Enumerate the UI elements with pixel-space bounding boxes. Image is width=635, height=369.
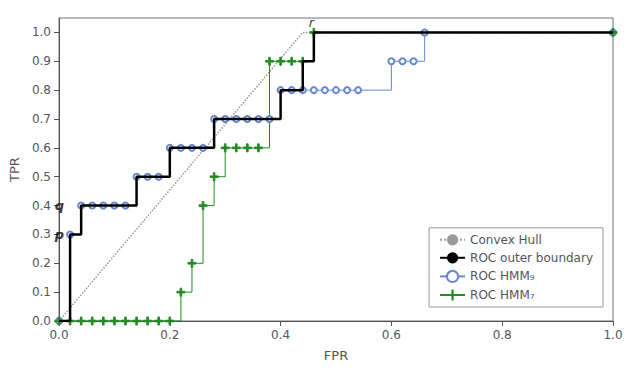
svg-text:0.9: 0.9	[32, 54, 51, 68]
svg-text:1.0: 1.0	[603, 328, 622, 342]
svg-text:0.4: 0.4	[271, 328, 290, 342]
svg-text:0.7: 0.7	[32, 112, 51, 126]
svg-text:r: r	[309, 15, 316, 30]
svg-text:ROC HMM₉: ROC HMM₉	[470, 269, 535, 283]
svg-text:0.3: 0.3	[32, 227, 51, 241]
svg-text:q: q	[55, 198, 64, 213]
svg-text:1.0: 1.0	[32, 25, 51, 39]
svg-text:0.5: 0.5	[32, 170, 51, 184]
svg-text:p: p	[54, 227, 64, 242]
svg-text:0.8: 0.8	[493, 328, 512, 342]
svg-text:0.4: 0.4	[32, 199, 51, 213]
svg-text:0.6: 0.6	[382, 328, 401, 342]
svg-text:0.8: 0.8	[32, 83, 51, 97]
svg-text:0.6: 0.6	[32, 141, 51, 155]
svg-text:ROC HMM₇: ROC HMM₇	[470, 288, 535, 302]
svg-text:0.0: 0.0	[32, 314, 51, 328]
svg-text:0.2: 0.2	[160, 328, 179, 342]
svg-text:0.0: 0.0	[49, 328, 68, 342]
svg-text:FPR: FPR	[324, 348, 348, 363]
svg-text:ROC outer boundary: ROC outer boundary	[470, 251, 593, 265]
svg-text:0.2: 0.2	[32, 256, 51, 270]
svg-text:Convex Hull: Convex Hull	[470, 233, 542, 247]
svg-text:0.1: 0.1	[32, 285, 51, 299]
svg-text:TPR: TPR	[7, 157, 22, 183]
